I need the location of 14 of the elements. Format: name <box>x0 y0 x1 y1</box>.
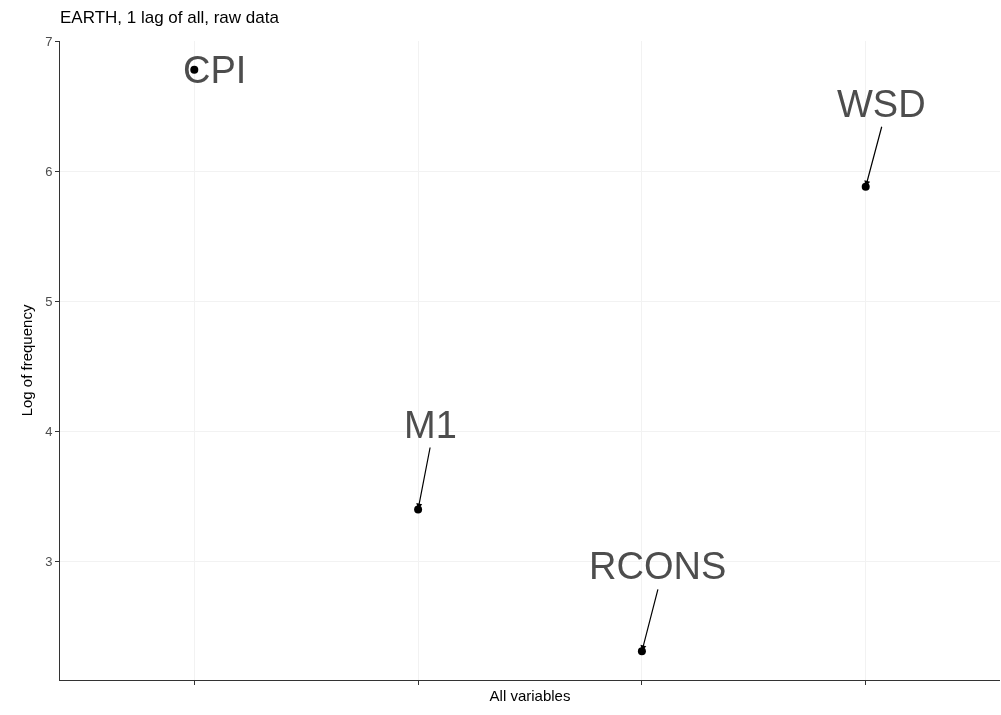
data-label: RCONS <box>589 545 727 587</box>
point <box>637 647 646 656</box>
y-tick-label: 7 <box>45 33 53 49</box>
data-label: M1 <box>404 404 457 446</box>
point <box>414 505 423 514</box>
x-axis-title: All variables <box>489 687 571 704</box>
y-tick-label: 3 <box>45 554 53 570</box>
data-label: WSD <box>837 83 926 125</box>
chart-title: EARTH, 1 lag of all, raw data <box>60 7 280 27</box>
data-label: CPI <box>183 49 247 91</box>
y-tick-label: 4 <box>45 423 53 439</box>
y-axis-title: Log of frequency <box>18 304 36 417</box>
y-tick-label: 6 <box>45 163 53 179</box>
y-tick-label: 5 <box>45 293 53 309</box>
